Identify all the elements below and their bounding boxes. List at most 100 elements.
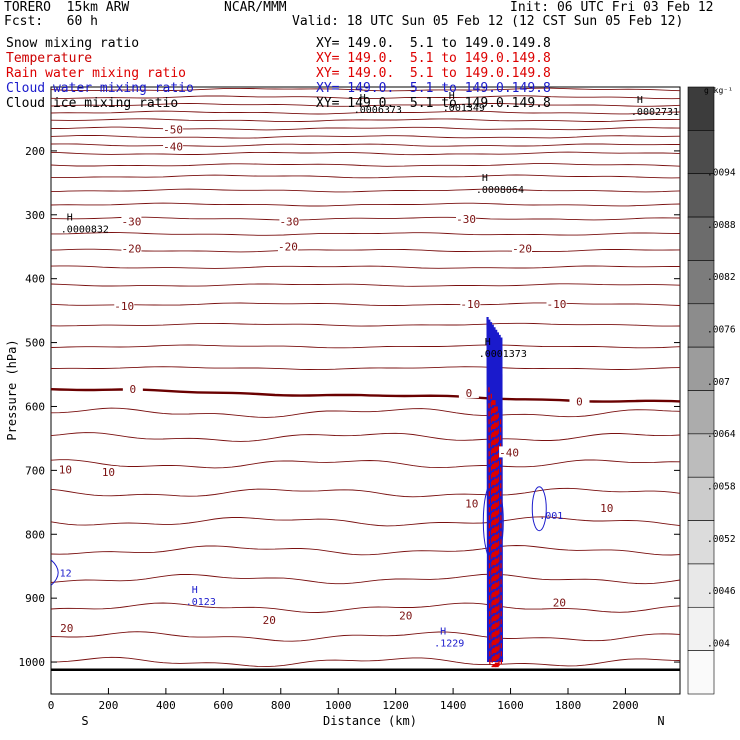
colorbar-label: .0064 (707, 429, 736, 440)
isotherm (50, 283, 681, 287)
model-title: TORERO 15km ARW (4, 0, 130, 15)
temperature-label: 20 (60, 622, 73, 635)
isotherm (50, 143, 680, 147)
y-tick-label: 600 (25, 400, 45, 413)
colorbar-cell (687, 520, 715, 565)
isotherm (50, 322, 681, 327)
cloud-label: 12 (60, 568, 72, 579)
x-tick-label: 1600 (497, 699, 524, 712)
isotherm (50, 95, 681, 100)
isotherm (50, 516, 681, 527)
legend-field-2: Rain water mixing ratio (6, 66, 187, 81)
legend-field-0: Snow mixing ratio (6, 36, 140, 51)
colorbar-cell (687, 390, 715, 435)
cloud-water-line (486, 317, 490, 663)
isotherm (50, 302, 681, 307)
isotherm (50, 407, 681, 418)
colorbar-label: .0082 (707, 272, 736, 283)
isotherm (50, 366, 681, 371)
label-mask (122, 383, 143, 395)
extremum-value: .0123 (186, 597, 216, 608)
temperature-label: 10 (600, 502, 613, 515)
cloud-label: .001 (539, 511, 563, 522)
legend-xy-2: XY= 149.0. 5.1 to 149.0.149.8 (316, 66, 551, 81)
isotherm (50, 265, 680, 269)
rain-water-line (493, 406, 499, 668)
isotherm (50, 87, 681, 92)
temperature-label: -40 (163, 140, 183, 153)
x-tick-label: 400 (156, 699, 176, 712)
colorbar-cell (687, 433, 715, 478)
label-mask (461, 497, 482, 509)
y-tick-label: 1000 (19, 656, 46, 669)
colorbar-cell (687, 216, 715, 261)
init-time: Init: 06 UTC Fri 03 Feb 12 (510, 0, 714, 15)
org-label: NCAR/MMM (224, 0, 287, 15)
label-mask (121, 215, 142, 227)
label-mask (546, 298, 567, 310)
isotherm (50, 216, 681, 221)
isotherm (50, 135, 681, 139)
high-marker: H (449, 91, 455, 102)
isotherm (50, 248, 681, 253)
isotherm (50, 631, 681, 642)
temperature-label: -30 (121, 216, 141, 229)
colorbar-label: .0088 (707, 220, 736, 231)
valid-time: Valid: 18 UTC Sun 05 Feb 12 (12 CST Sun … (292, 14, 684, 29)
extremum-value: .0006373 (354, 105, 402, 116)
high-marker: H (482, 173, 488, 184)
isotherm (51, 232, 681, 236)
temperature-label: 0 (130, 383, 137, 396)
isotherm (50, 573, 681, 585)
temperature-label: 20 (263, 614, 276, 627)
x-tick-label: 600 (213, 699, 233, 712)
y-tick-label: 800 (25, 528, 45, 541)
label-mask (279, 215, 300, 227)
y-tick-label: 300 (25, 209, 45, 222)
cloud-water-line (498, 334, 502, 663)
colorbar-cell (687, 650, 715, 695)
temperature-label: -20 (278, 241, 298, 254)
temperature-label: 10 (59, 464, 72, 477)
colorbar: g kg⁻¹ .0094 .0088 .0082 .0076 .007 .0064 .0058… (687, 86, 736, 695)
colorbar-label: .0052 (707, 534, 736, 545)
rain-water-line (490, 393, 493, 668)
colorbar-label: .0046 (707, 586, 736, 597)
extremum-value: .0000832 (61, 224, 109, 235)
y-axis-label: Pressure (hPa) (5, 339, 19, 440)
forecast-hour: Fcst: 60 h (4, 14, 98, 29)
temperature-label: -30 (456, 213, 476, 226)
isotherm (50, 432, 681, 442)
cloud-water-ring (531, 486, 547, 532)
isotherm (50, 656, 681, 668)
extremum-value: .1229 (434, 638, 464, 649)
plot-frame (50, 86, 681, 695)
y-tick-label: 500 (25, 337, 45, 350)
x-tick-label: 1000 (325, 699, 352, 712)
rain-water-contours (488, 387, 503, 668)
cloud-water-ring (50, 559, 59, 586)
x-axis-label: Distance (km) (323, 714, 417, 728)
isotherm (50, 202, 681, 207)
end-label: N (657, 714, 664, 728)
x-tick-label: 800 (271, 699, 291, 712)
temperature-label: -20 (121, 243, 141, 256)
isotherm (50, 459, 681, 469)
temperature-labels: -50 -40 -30 -30 -30 -20 -20 -20 -10 -10 -10 0 0 0 10 10… (55, 123, 617, 635)
temperature-label: -40 (499, 446, 519, 459)
x-tick-label: 200 (99, 699, 119, 712)
cloud-water-line (488, 319, 491, 663)
rain-water-line (491, 400, 497, 668)
start-label: S (81, 714, 88, 728)
colorbar-cell (687, 86, 715, 131)
isotherm (50, 118, 681, 123)
high-marker: H (360, 93, 366, 104)
colorbar-label: .004 (707, 638, 730, 649)
temperature-contours (50, 87, 681, 671)
label-mask (55, 463, 76, 475)
isotherm (50, 151, 681, 156)
rain-water-line (497, 412, 500, 668)
colorbar-label: .0058 (707, 481, 736, 492)
label-mask (512, 242, 533, 254)
